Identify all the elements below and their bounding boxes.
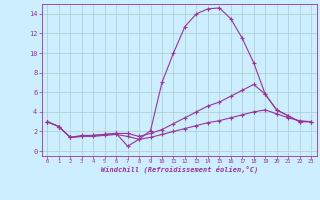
X-axis label: Windchill (Refroidissement éolien,°C): Windchill (Refroidissement éolien,°C) xyxy=(100,166,258,173)
